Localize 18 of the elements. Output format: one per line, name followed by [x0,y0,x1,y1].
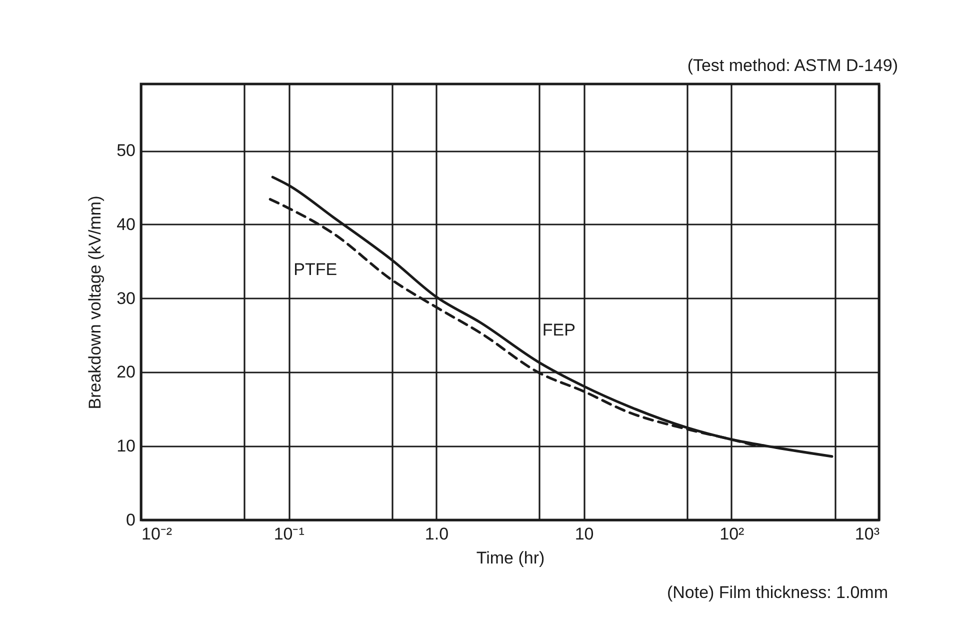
text: (Note) Film thickness: 1.0mm [666,583,889,603]
series-label: PTFE [294,260,338,280]
x-tick-label: 10³ [854,524,880,544]
x-tick-label: 1.0 [424,524,449,544]
y-tick-label: 30 [116,288,136,308]
x-tick-label: 10² [720,524,745,544]
series-label: FEP [542,320,576,340]
x-tick-label: 10 [574,524,594,544]
y-tick-label: 0 [126,510,136,530]
y-axis-title: Breakdown voltage (kV/mm) [86,196,105,410]
text: (Test method: ASTM D-149) [686,56,899,76]
x-axis-title: Time (hr) [476,548,545,568]
x-tick-label: 10⁻¹ [274,524,305,544]
y-tick-label: 40 [116,214,136,234]
y-tick-label: 10 [116,436,136,456]
y-tick-label: 20 [116,362,136,382]
y-tick-label: 50 [116,141,136,160]
x-tick-label: 10⁻² [142,524,172,544]
